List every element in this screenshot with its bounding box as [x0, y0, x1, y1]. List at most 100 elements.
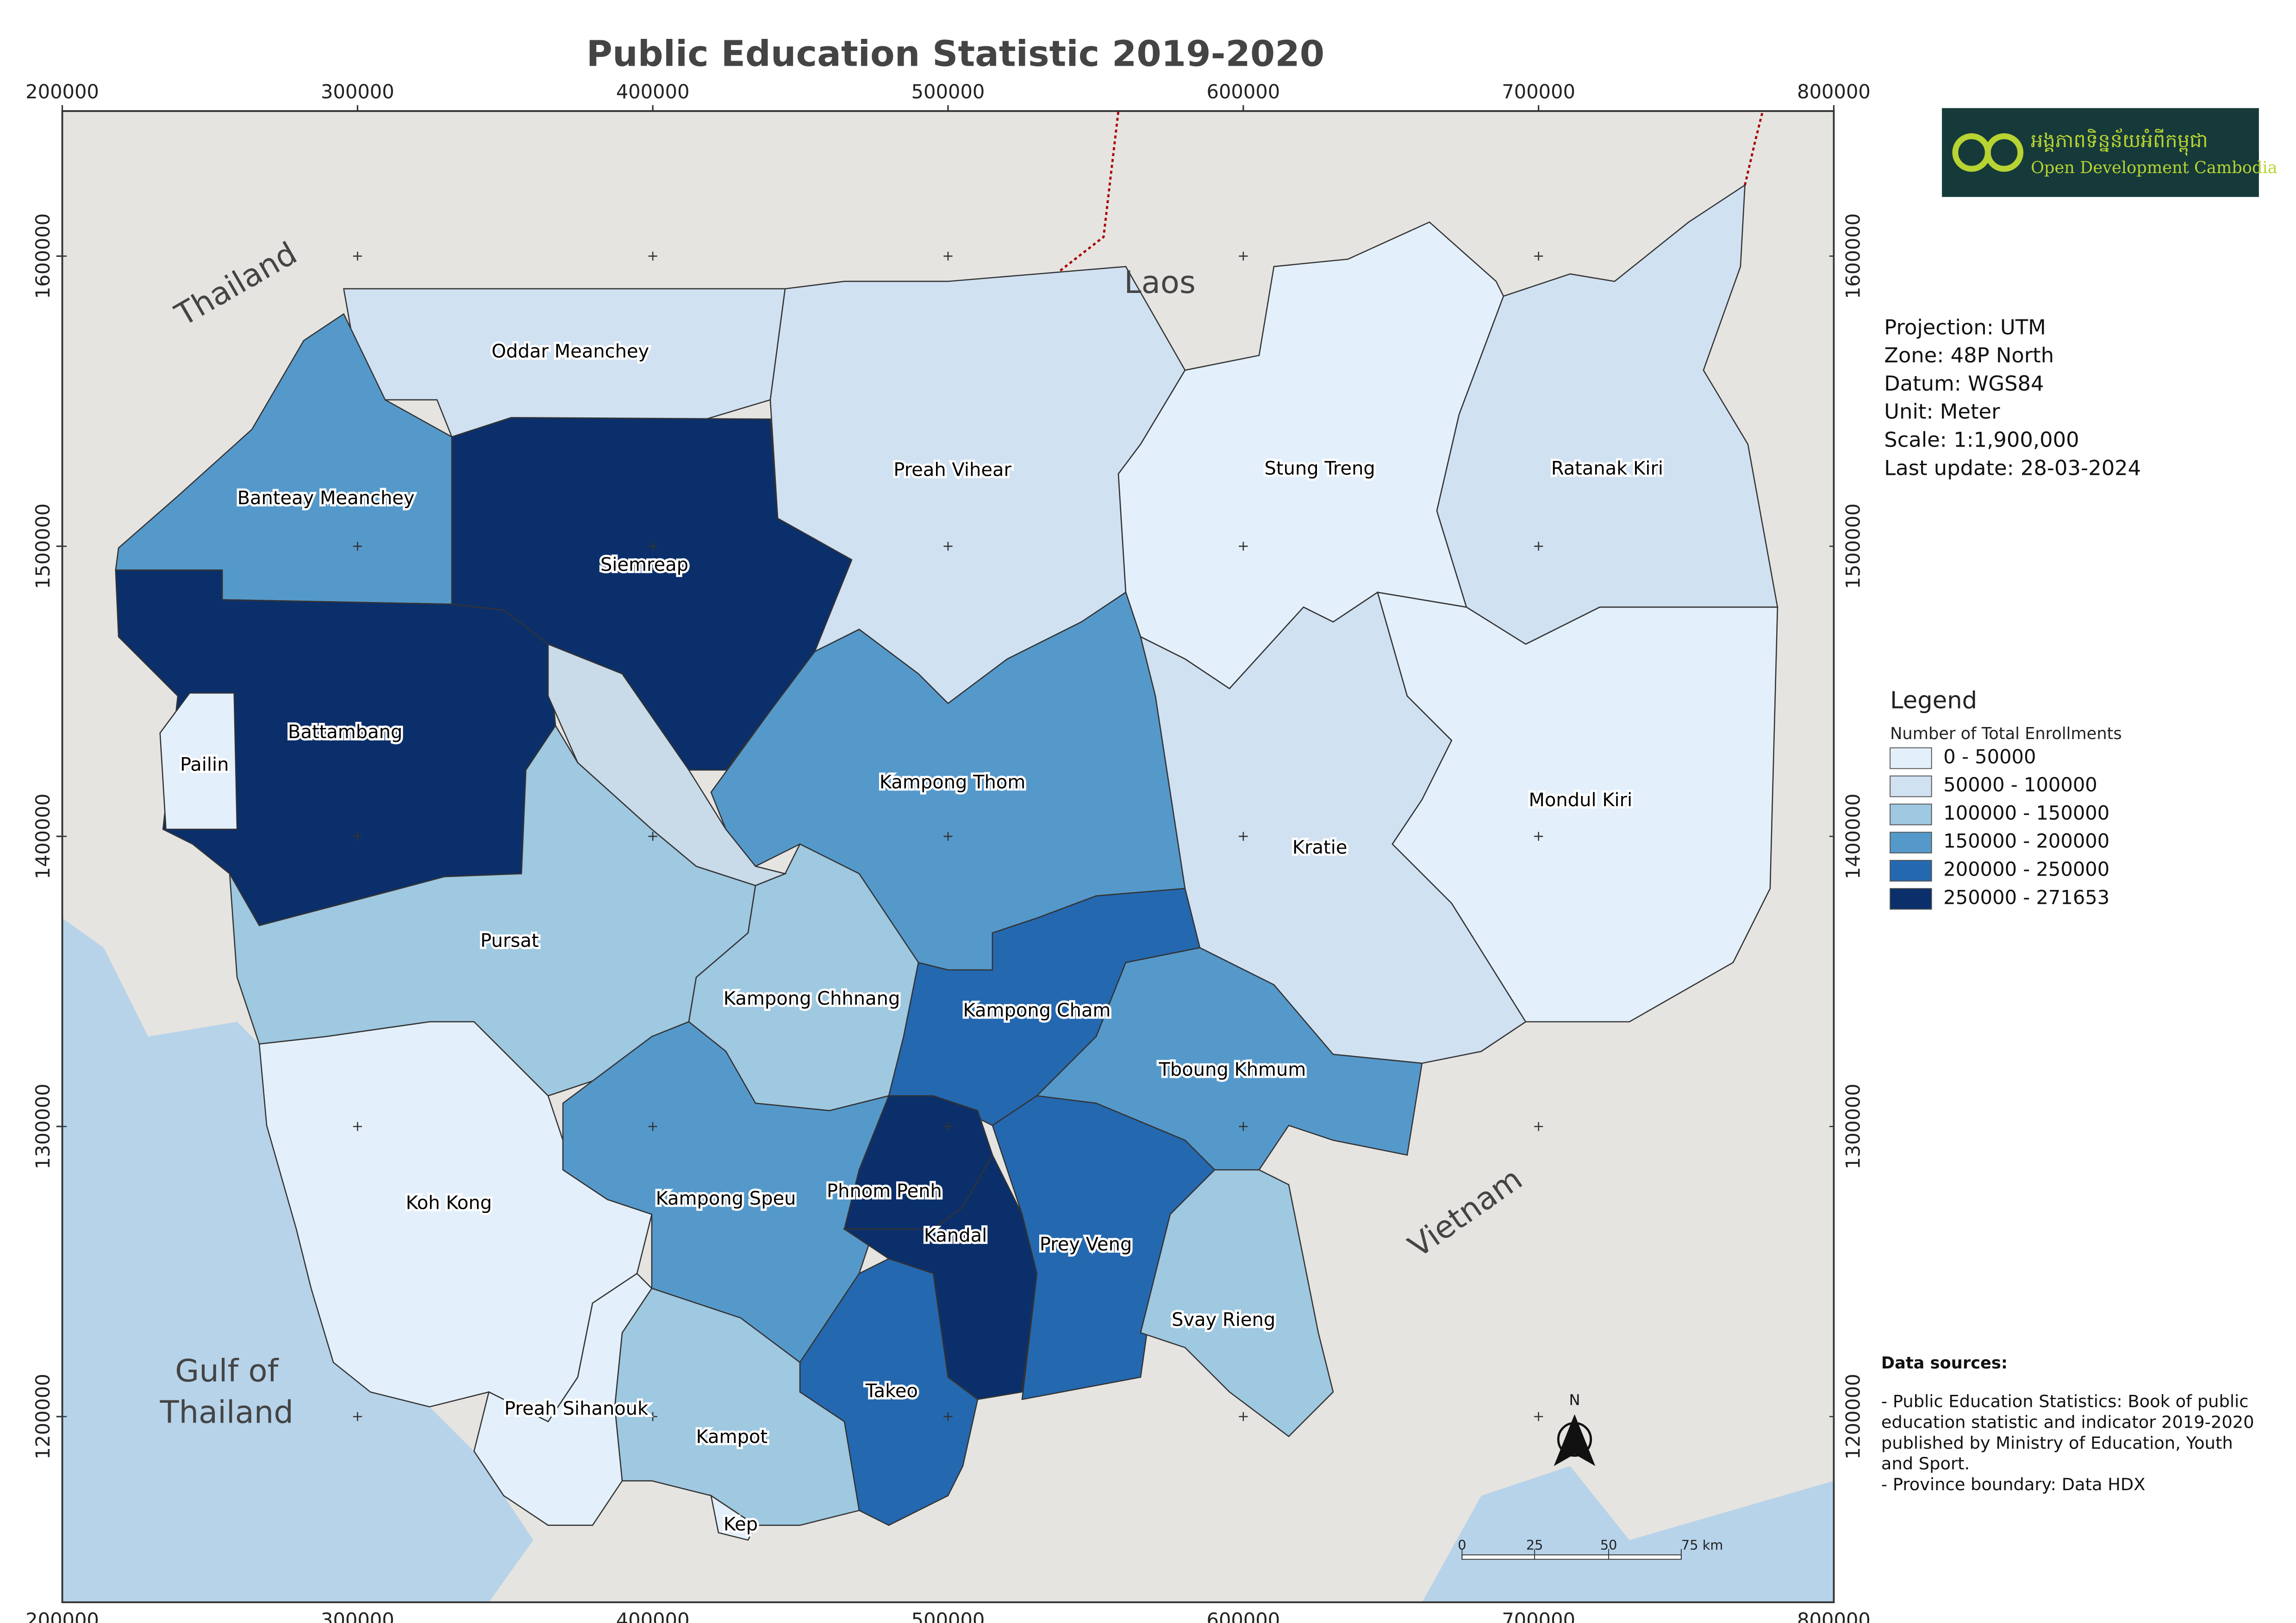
grid-cross	[1829, 251, 1834, 261]
logo-icon	[1984, 133, 2024, 172]
legend-subtitle: Number of Total Enrollments	[1890, 724, 2122, 743]
province	[710, 1494, 756, 1541]
grid-cross	[1534, 1122, 1543, 1131]
sea	[62, 918, 534, 1603]
province-label: Pursat	[480, 930, 539, 951]
province-label: Koh Kong	[406, 1192, 492, 1213]
province-label: Kampot	[696, 1426, 768, 1448]
grid-cross	[943, 832, 953, 841]
x-tick-label: 300000	[321, 1609, 394, 1623]
sea-label: Thailand	[159, 1394, 293, 1430]
sources-line: - Public Education Statistics: Book of p…	[1881, 1392, 2249, 1412]
x-tick-label: 600000	[1206, 81, 1280, 103]
sea	[1422, 1466, 1834, 1603]
legend-label: 200000 - 250000	[1943, 858, 2109, 880]
grid-cross	[62, 832, 67, 841]
province-label: Tboung Khmum	[1158, 1059, 1306, 1080]
sources-line: - Province boundary: Data HDX	[1881, 1474, 2146, 1494]
sources-heading: Data sources:	[1881, 1354, 2008, 1373]
province-label: Prey Veng	[1040, 1234, 1132, 1255]
legend-swatch	[1890, 803, 1932, 826]
grid-cross	[1829, 1412, 1834, 1421]
x-tick-label: 600000	[1206, 1609, 1280, 1623]
legend-swatch	[1890, 747, 1932, 769]
x-tick-label: 500000	[911, 81, 985, 103]
north-ring	[1557, 1422, 1592, 1457]
province-label: Siemreap	[600, 554, 688, 575]
grid-cross	[1829, 832, 1834, 841]
scale-label: 0	[1458, 1537, 1466, 1553]
province-label: Kampong Speu	[656, 1188, 796, 1209]
grid-cross	[1239, 541, 1248, 551]
map-info: Datum: WGS84	[1884, 371, 2044, 396]
grid-cross	[648, 832, 657, 841]
sources-line: education statistic and indicator 2019-2…	[1881, 1412, 2254, 1432]
province-label: Ratanak Kiri	[1551, 458, 1663, 479]
border-line	[1744, 111, 1764, 186]
y-tick-label: 1400000	[1841, 794, 1864, 879]
grid-cross	[648, 541, 657, 551]
legend-label: 50000 - 100000	[1943, 773, 2097, 796]
grid-cross	[353, 251, 362, 261]
grid-cross	[1534, 1412, 1543, 1421]
grid-cross	[943, 251, 953, 261]
lake	[547, 643, 787, 886]
province-label: Battambang	[288, 721, 402, 743]
country-label: Laos	[1124, 264, 1196, 300]
grid-cross	[353, 1122, 362, 1131]
map-info: Zone: 48P North	[1884, 343, 2054, 367]
y-tick-label: 1600000	[1841, 213, 1864, 299]
legend-label: 0 - 50000	[1943, 745, 2036, 768]
grid-cross	[353, 1412, 362, 1421]
grid-cross	[1239, 251, 1248, 261]
y-tick-label: 1300000	[1841, 1084, 1864, 1169]
x-tick-label: 400000	[616, 81, 690, 103]
legend-label: 150000 - 200000	[1943, 830, 2109, 852]
grid-cross	[1534, 832, 1543, 841]
grid-cross	[1534, 541, 1543, 551]
legend-label: 100000 - 150000	[1943, 802, 2109, 824]
logo-english: Open Development Cambodia	[2031, 158, 2277, 177]
sea-label: Gulf of	[175, 1353, 279, 1389]
province-label: Kampong Chhnang	[724, 988, 900, 1009]
x-tick-label: 200000	[25, 1609, 99, 1623]
grid-cross	[1239, 832, 1248, 841]
scale-bar	[1461, 1554, 1682, 1560]
province-label: Preah Sihanouk	[504, 1398, 649, 1419]
province-label: Kratie	[1292, 837, 1348, 858]
grid-cross	[648, 1412, 657, 1421]
x-tick-label: 800000	[1797, 1609, 1871, 1623]
legend-title: Legend	[1890, 687, 1977, 715]
x-tick-label: 800000	[1797, 81, 1871, 103]
province-label: Takeo	[865, 1380, 918, 1402]
x-tick-label: 400000	[616, 1609, 690, 1623]
grid-cross	[1534, 251, 1543, 261]
grid-cross	[943, 1122, 953, 1131]
x-tick-label: 200000	[25, 81, 99, 103]
border-line	[1036, 111, 1120, 290]
grid-cross	[1239, 1412, 1248, 1421]
grid-cross	[353, 541, 362, 551]
y-tick-label: 1600000	[31, 213, 54, 299]
grid-cross	[353, 832, 362, 841]
sources-line: and Sport.	[1881, 1454, 1970, 1474]
scale-label: 50	[1600, 1537, 1617, 1553]
y-tick-label: 1400000	[31, 794, 54, 879]
scale-label: 75 km	[1681, 1537, 1723, 1553]
title: Public Education Statistic 2019-2020	[586, 34, 1324, 75]
grid-cross	[62, 541, 67, 551]
province	[1377, 591, 1778, 1023]
province	[1436, 184, 1778, 645]
grid-cross	[943, 541, 953, 551]
grid-cross	[943, 1412, 953, 1421]
map-info: Scale: 1:1,900,000	[1884, 428, 2079, 452]
legend-label: 250000 - 271653	[1943, 886, 2109, 908]
x-tick-label: 700000	[1502, 81, 1575, 103]
province-label: Stung Treng	[1265, 458, 1375, 479]
province-label: Oddar Meanchey	[492, 341, 649, 362]
grid-cross	[648, 1122, 657, 1131]
y-tick-label: 1200000	[1841, 1374, 1864, 1459]
x-tick-label: 300000	[321, 81, 394, 103]
legend-swatch	[1890, 860, 1932, 882]
